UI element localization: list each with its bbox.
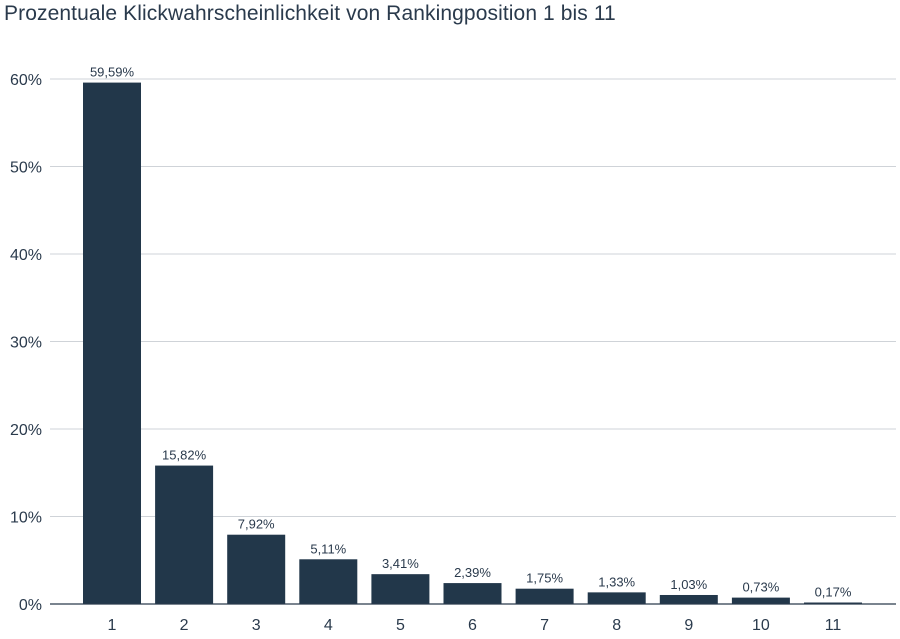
- bar: [804, 602, 862, 604]
- y-tick-label: 20%: [10, 422, 42, 439]
- y-tick-label: 0%: [19, 597, 42, 614]
- bar: [227, 534, 286, 604]
- x-tick-label: 6: [468, 617, 477, 634]
- gridlines: [50, 78, 896, 517]
- bars: [83, 82, 862, 604]
- x-tick-label: 8: [612, 617, 621, 634]
- bar: [659, 594, 718, 604]
- y-tick-label: 60%: [10, 72, 42, 89]
- y-tick-label: 40%: [10, 247, 42, 264]
- bar: [515, 588, 574, 604]
- x-tick-label: 2: [180, 617, 189, 634]
- data-label: 1,03%: [670, 577, 707, 592]
- bar: [83, 82, 141, 604]
- data-label: 1,33%: [598, 574, 635, 589]
- x-tick-label: 1: [108, 617, 117, 634]
- data-label: 59,59%: [90, 65, 135, 80]
- bar: [587, 592, 646, 604]
- y-tick-label: 10%: [10, 510, 42, 527]
- data-label: 2,39%: [454, 565, 491, 580]
- data-label: 7,92%: [238, 517, 275, 532]
- x-tick-label: 9: [684, 617, 693, 634]
- data-label: 0,73%: [742, 580, 779, 595]
- x-axis-ticks: 1 2 3 4 5 6 7 8 9 10 11: [108, 617, 842, 634]
- x-tick-label: 7: [540, 617, 549, 634]
- bar: [155, 465, 214, 604]
- data-label: 5,11%: [310, 541, 346, 556]
- bar: [371, 574, 430, 604]
- bar: [731, 597, 790, 604]
- y-tick-label: 30%: [10, 335, 42, 352]
- chart-title: Prozentuale Klickwahrscheinlichkeit von …: [4, 2, 616, 25]
- x-tick-label: 11: [825, 617, 842, 634]
- x-tick-label: 5: [396, 617, 405, 634]
- data-label: 0,17%: [815, 585, 852, 600]
- y-tick-label: 50%: [10, 160, 42, 177]
- data-label: 3,41%: [382, 556, 419, 571]
- data-label: 1,75%: [526, 571, 563, 586]
- x-tick-label: 10: [752, 617, 770, 634]
- data-labels: 59,59% 15,82% 7,92% 5,11% 3,41% 2,39% 1,75% 1,3…: [90, 65, 852, 600]
- bar: [299, 559, 358, 604]
- bar: [443, 583, 502, 604]
- data-label: 15,82%: [162, 448, 207, 463]
- x-tick-label: 3: [252, 617, 261, 634]
- y-axis-ticks: 0% 10% 20% 30% 40% 50% 60%: [10, 72, 42, 614]
- x-tick-label: 4: [324, 617, 333, 634]
